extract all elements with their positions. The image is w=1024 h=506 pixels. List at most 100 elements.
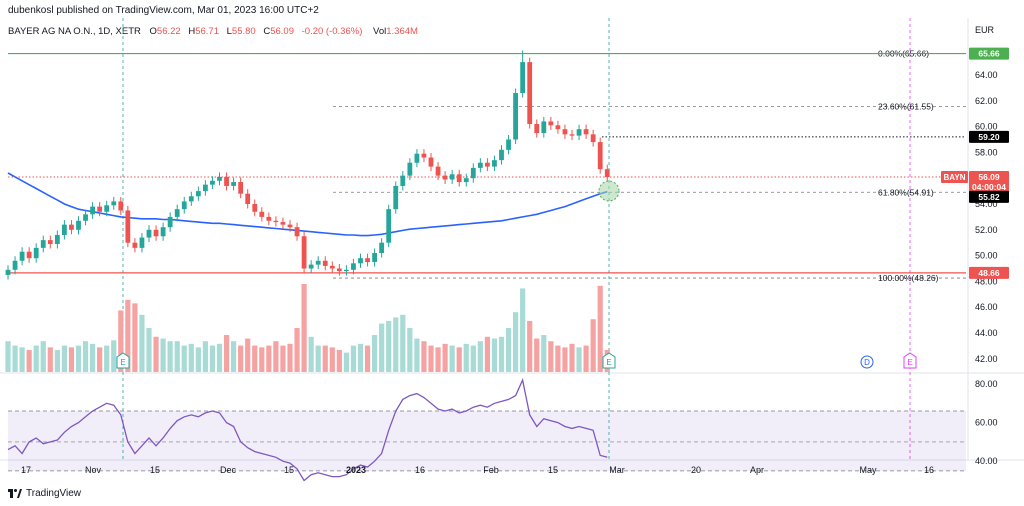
volume-bar — [597, 285, 603, 372]
candle-body — [259, 211, 265, 217]
volume-bar — [322, 345, 328, 372]
price-tick-label: 62.00 — [975, 96, 998, 106]
moving-average-line — [7, 172, 608, 237]
candle-body — [90, 206, 95, 215]
volume-bar — [61, 345, 67, 372]
time-tick-label: May — [859, 465, 877, 475]
time-tick-label: 2023 — [346, 465, 366, 475]
symbol-legend: BAYER AG NA O.N., 1D, XETR O56.22 H56.71… — [8, 26, 418, 37]
candle-body — [555, 125, 561, 130]
candle-body — [576, 129, 582, 136]
candle-body — [597, 142, 603, 170]
volume-bar — [527, 320, 533, 372]
candle-body — [195, 191, 201, 197]
volume-bar — [498, 336, 505, 372]
volume-bar — [301, 284, 307, 372]
volume-bar — [329, 347, 335, 372]
volume-bar — [273, 341, 279, 372]
volume-bar — [223, 335, 230, 372]
brand-name: TradingView — [26, 488, 82, 499]
volume-bar — [343, 352, 349, 372]
target-circle — [598, 180, 620, 202]
volume-bar — [245, 338, 251, 372]
volume-bar — [576, 347, 582, 372]
volume-bar — [216, 343, 223, 372]
volume-bar — [407, 328, 413, 372]
volume-bar — [266, 345, 272, 372]
volume-bar — [583, 345, 589, 372]
volume-bar — [372, 335, 378, 372]
volume-bar — [484, 336, 490, 372]
volume-bar — [562, 347, 568, 372]
earnings-icon — [116, 352, 130, 369]
volume-bar — [393, 317, 399, 372]
volume-bar — [181, 345, 187, 372]
candle-body — [294, 227, 300, 237]
candle-body — [125, 210, 131, 243]
candle-body — [217, 176, 222, 181]
volume-bar — [97, 347, 103, 372]
candle-body — [12, 260, 18, 270]
volume-bar — [12, 345, 18, 372]
volume-bar — [513, 312, 519, 372]
candle-body — [167, 216, 173, 228]
volume-bar — [195, 347, 201, 372]
volume-bar — [33, 345, 39, 372]
symbol-title[interactable]: BAYER AG NA O.N., 1D, XETR — [8, 26, 141, 37]
candle-body — [76, 220, 81, 230]
volume-bar — [421, 341, 427, 372]
footer-brand[interactable]: TradingView — [8, 488, 81, 499]
candle-body — [583, 129, 589, 135]
time-tick-label: Apr — [750, 465, 764, 475]
candle-body — [231, 182, 236, 186]
volume-bar — [104, 345, 110, 372]
time-tick-label: 15 — [150, 465, 160, 475]
time-tick-label: 15 — [284, 465, 294, 475]
volume-bar — [5, 341, 11, 372]
candle-body — [344, 269, 349, 272]
dividend-icon — [860, 355, 874, 369]
volume-bar — [174, 341, 180, 372]
volume-bar — [40, 341, 46, 372]
candle-body — [301, 236, 307, 269]
candle-body — [69, 224, 74, 230]
candle-body — [421, 153, 427, 158]
volume-bar — [26, 350, 32, 372]
volume-bar — [153, 336, 159, 372]
volume-bar — [294, 328, 300, 372]
time-tick-label: Nov — [85, 465, 102, 475]
candle-body — [534, 124, 540, 134]
change-value: -0.20 (-0.36%) — [301, 26, 363, 37]
volume-bar — [90, 343, 96, 372]
candle-body — [181, 201, 187, 210]
time-tick-label: 16 — [924, 465, 934, 475]
candle-body — [47, 240, 53, 244]
level-price-badge-text: 59.20 — [978, 132, 1000, 142]
candle-body — [463, 178, 469, 183]
volume-bar — [82, 341, 89, 372]
volume-bar — [146, 328, 152, 372]
time-tick-label: 20 — [691, 465, 701, 475]
time-tick-label: 17 — [21, 465, 31, 475]
volume-bar — [477, 341, 483, 372]
volume-bar — [54, 350, 60, 372]
open-value: 56.22 — [156, 26, 181, 37]
volume-bar — [505, 328, 512, 372]
rsi-line — [7, 378, 608, 482]
price-tick-label: 42.00 — [975, 354, 998, 364]
candle-body — [188, 196, 194, 202]
volume-bar — [442, 343, 448, 372]
volume-bar — [435, 347, 441, 372]
candle-body — [492, 160, 497, 167]
dividend-icon-letter: D — [864, 358, 870, 367]
candle-body — [203, 184, 208, 192]
volume-bar — [364, 345, 371, 372]
candle-body — [97, 206, 103, 212]
candle-body — [111, 201, 117, 206]
price-tick-label: 52.00 — [975, 225, 998, 235]
volume-bar — [167, 341, 173, 372]
candle-body — [400, 175, 406, 186]
price-tick-label: 50.00 — [975, 251, 998, 261]
time-tick-label: Feb — [483, 465, 499, 475]
